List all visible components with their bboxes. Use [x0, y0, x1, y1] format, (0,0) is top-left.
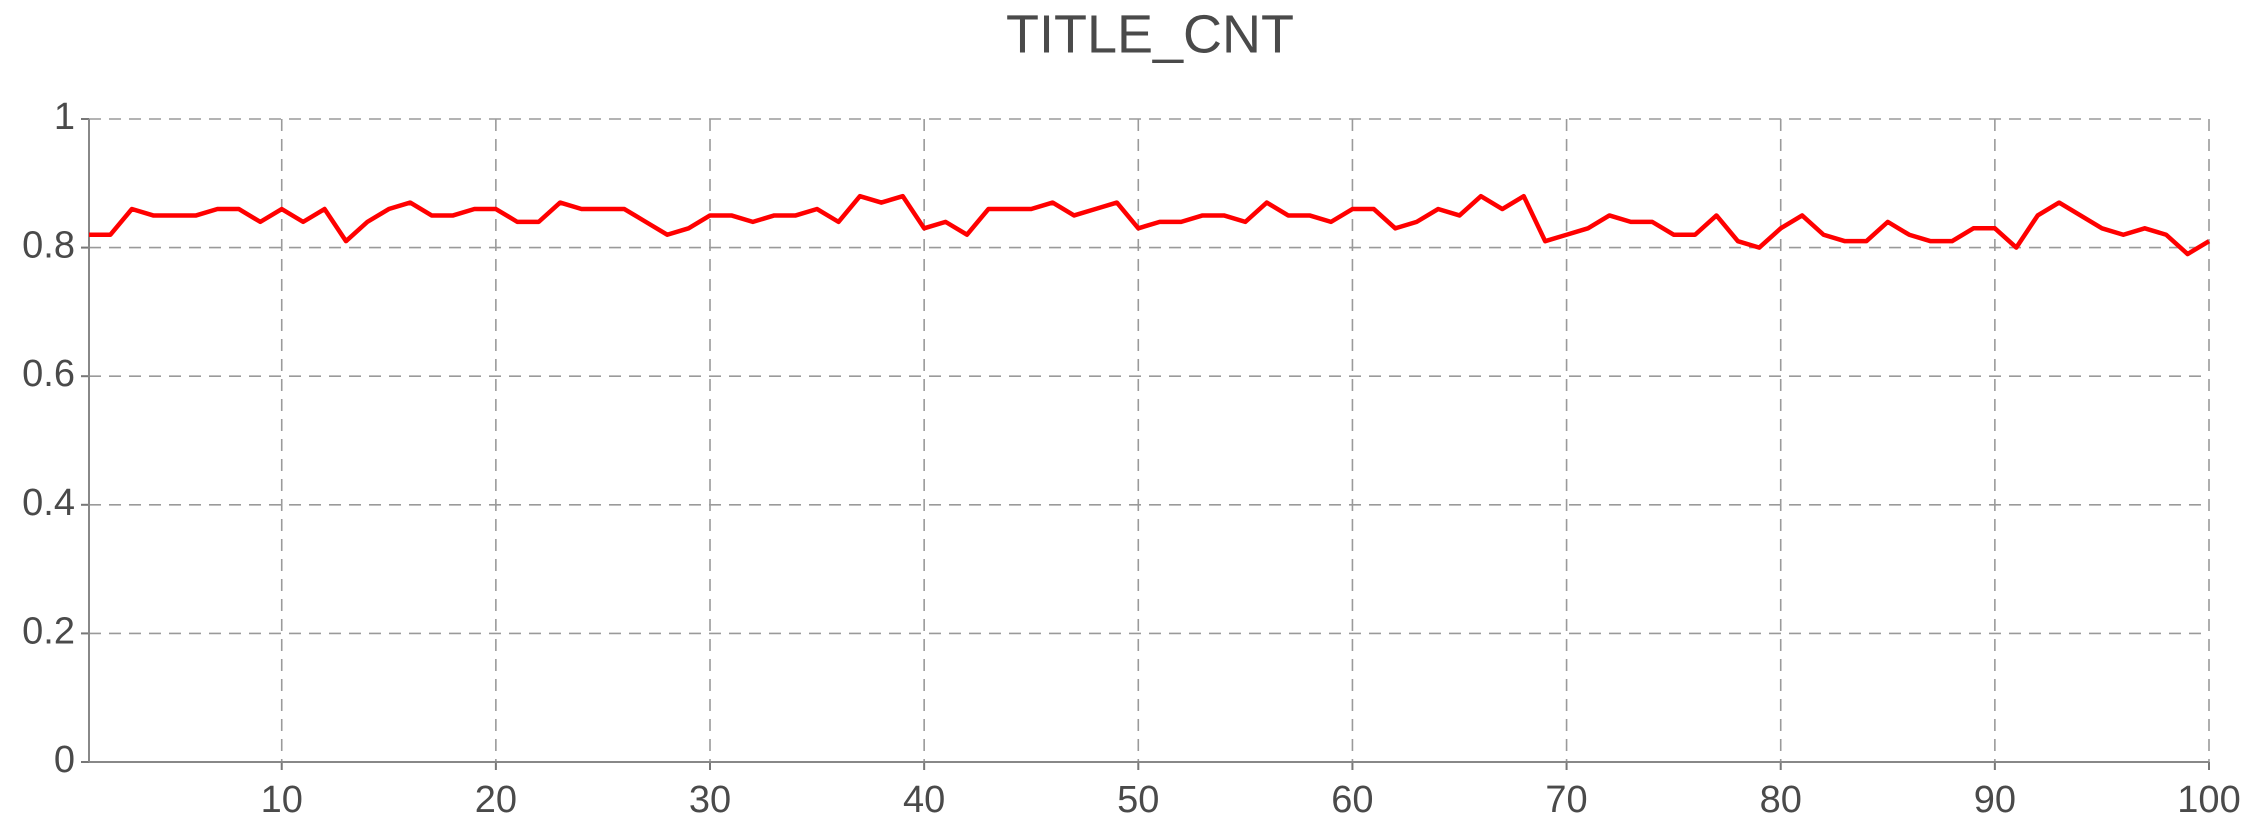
data-line [89, 193, 2211, 257]
y-tick-label: 0.6 [22, 353, 75, 395]
x-tick-label: 40 [903, 779, 945, 821]
x-tick-label: 10 [261, 779, 303, 821]
y-tick-label: 0.2 [22, 610, 75, 652]
x-tick-label: 100 [2177, 779, 2240, 821]
y-tick-label: 1 [54, 96, 75, 138]
y-tick-label: 0.4 [22, 482, 75, 524]
x-tick-label: 30 [689, 779, 731, 821]
x-tick-label: 20 [475, 779, 517, 821]
x-tick-label: 80 [1760, 779, 1802, 821]
y-tick-label: 0.8 [22, 225, 75, 267]
x-tick-label: 90 [1974, 779, 2016, 821]
y-tick-label: 0 [54, 739, 75, 781]
chart-title: TITLE_CNT [1006, 4, 1294, 64]
x-tick-label: 50 [1117, 779, 1159, 821]
x-tick-label: 70 [1545, 779, 1587, 821]
x-tick-label: 60 [1331, 779, 1373, 821]
